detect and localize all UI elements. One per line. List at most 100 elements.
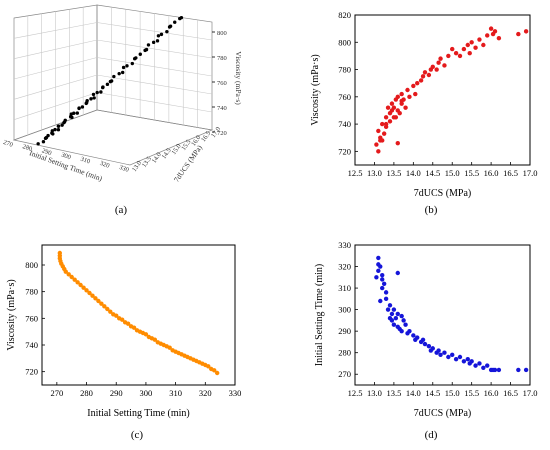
panel-b-point (467, 50, 472, 56)
panel-b-point (407, 94, 412, 100)
panel-b-point (485, 33, 490, 38)
panel-d-point (385, 307, 391, 312)
panel-b: 12.5 13.0 13.5 14.0 14.5 15.0 15.5 16.0 16.5 17.0… (310, 10, 537, 199)
panel-b-point (420, 74, 426, 79)
panel-a-z-ticks: 720 740 760 780 800 (212, 30, 227, 137)
panel-b-point (385, 105, 391, 110)
panel-c-point (114, 313, 119, 318)
panel-d-point (376, 262, 381, 267)
panel-d-point (383, 290, 389, 295)
panel-a-grid-line (13, 92, 98, 120)
panel-b-point (446, 53, 451, 59)
panel-d-point (380, 285, 385, 291)
panel-c-point (87, 290, 92, 296)
panel-b-y-tick-label: 780 (338, 65, 351, 75)
panel-d-point (415, 335, 420, 340)
panel-c-x-tick-label: 310 (169, 388, 182, 398)
panel-b-plot-frame (354, 14, 531, 166)
panel-a-point (75, 111, 79, 115)
panel-d-point (389, 311, 395, 317)
panel-c-point (84, 288, 89, 293)
panel-b-x-tick-label: 14.0 (406, 168, 421, 178)
panel-c-point (214, 370, 220, 376)
panel-b-point (397, 110, 402, 116)
panel-d-point (436, 348, 441, 353)
panel-d-x-tick-label: 13.0 (367, 388, 382, 398)
panel-b-point (389, 101, 395, 106)
panel-b-x-tick-label: 15.0 (445, 168, 460, 178)
panel-c-point (152, 337, 158, 342)
panel-b-point (411, 83, 416, 89)
panel-b-x-tick-label: 13.0 (367, 168, 382, 178)
panel-a-point (167, 25, 172, 29)
panel-d-y-tick-label: 310 (338, 283, 351, 293)
panel-b-point (395, 94, 400, 100)
panel-a-point (108, 79, 113, 84)
panel-a-point (80, 105, 85, 109)
panel-a-point (56, 128, 61, 132)
panel-a-point (125, 64, 129, 68)
panel-d-x-tick-label: 12.5 (348, 388, 363, 398)
panel-a-point (36, 142, 40, 146)
panel-d-point (393, 316, 399, 321)
panel-d-plot-frame (354, 244, 531, 386)
panel-d-point (391, 307, 397, 312)
panel-c-x-tick-label: 290 (110, 388, 123, 398)
panel-a-point (130, 61, 135, 66)
panel-b-point (383, 115, 389, 120)
panel-a-x-tick-label: 300 (60, 151, 72, 161)
panel-a-point (117, 71, 121, 76)
panel-c-x-tick-label: 300 (140, 388, 153, 398)
panel-b-x-tick-label: 12.5 (348, 168, 363, 178)
panel-c-point (119, 317, 125, 322)
panel-b-point (422, 70, 428, 75)
panel-a-point (120, 70, 125, 75)
panel-d-y-tick-label: 300 (338, 305, 351, 315)
panel-c-point (102, 304, 107, 309)
panel-a-point (178, 16, 182, 21)
panel-d-point (399, 313, 404, 319)
panel-d-point (438, 352, 443, 358)
panel-a-point (155, 39, 160, 43)
panel-a-point (77, 106, 81, 110)
panel-c-x-tick-label: 330 (229, 388, 242, 398)
panel-b-point (405, 87, 410, 93)
panel-d-point (450, 352, 455, 358)
panel-c-x-tick-label: 280 (80, 388, 93, 398)
panel-b-point (450, 46, 455, 52)
panel-a-point (165, 29, 169, 34)
panel-c-x-tick-label: 270 (50, 388, 63, 398)
panel-d-point (461, 359, 467, 364)
panel-c-point (131, 325, 137, 330)
panel-b-point (492, 29, 498, 34)
panel-c-point (69, 274, 74, 280)
panel-b-point (374, 142, 379, 147)
panel-b-point (461, 46, 467, 52)
panel-d-point (473, 363, 478, 368)
panel-d-point (523, 367, 529, 373)
panel-b-point (438, 56, 443, 61)
panel-d-point (442, 350, 447, 355)
panel-a-point (105, 82, 110, 87)
panel-b-x-tick-label: 17.0 (523, 168, 538, 178)
panel-c-point (66, 272, 71, 277)
panel-a-x-tick-label: 270 (2, 139, 14, 149)
panel-a-z-tick-label: 720 (217, 130, 227, 137)
panel-b-y-tick-label: 800 (338, 37, 351, 47)
panel-d-point (376, 255, 381, 261)
panel-c-point (99, 301, 104, 306)
panel-b-point (387, 119, 393, 124)
panel-d-x-tick-label: 14.0 (406, 388, 421, 398)
panel-d-point (426, 344, 432, 349)
panel-c-x-label: Initial Setting Time (min) (87, 408, 190, 419)
panel-b-y-label: Viscosity (mPa·s) (310, 54, 321, 125)
panel-c-point (108, 309, 113, 314)
panel-b-point (415, 80, 420, 86)
panel-c-point (143, 332, 149, 337)
panel-b-x-tick-label: 16.5 (503, 168, 518, 178)
panel-a-points (36, 15, 184, 146)
panel-a-point (85, 100, 89, 105)
panel-a-y-tick-label: 16.5 (200, 130, 212, 143)
panel-a-point (68, 115, 73, 119)
panel-a-label: (a) (115, 204, 128, 216)
